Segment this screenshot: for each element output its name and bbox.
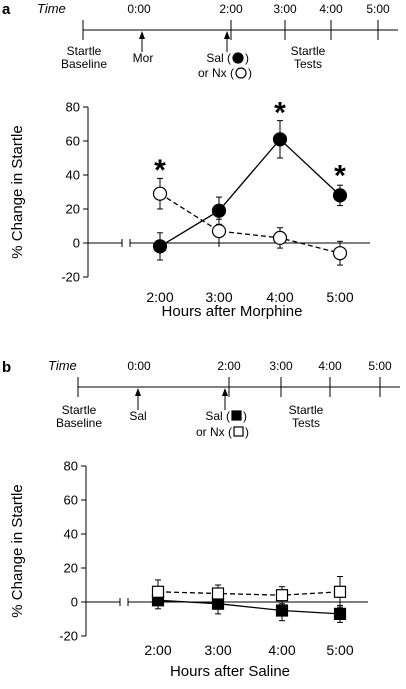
data-point-filled-square (333, 607, 347, 621)
panel-b-tests-label: Tests (292, 416, 320, 430)
panel-a-label: a (2, 1, 11, 18)
panel-a-tick-label: 4:00 (319, 2, 343, 16)
y-tick-label: -20 (61, 270, 80, 285)
y-tick-label: 60 (66, 134, 80, 149)
panel-b-time-word: Time (48, 358, 77, 373)
panel-b-injection2-label: or Nx ( (196, 425, 232, 439)
panel-a-mor-arrowhead (139, 31, 145, 39)
open-square-symbol (233, 426, 244, 437)
data-point-filled-circle (332, 188, 348, 203)
x-tick-label: 2:00 (146, 289, 173, 305)
panel-a-injection1-label: Mor (133, 51, 154, 65)
y-tick-label: 0 (73, 236, 80, 251)
panel-a-injection2-label: or Nx ( (198, 66, 234, 80)
panel-b-chart: -20 0 20 40 60 80 2:00 3:00 4:00 5:00 Hours after … (9, 459, 368, 680)
significance-star: * (334, 159, 346, 192)
panel-a-time-word: Time (37, 1, 66, 16)
panel-b-tick-label: 2:00 (217, 359, 241, 373)
x-tick-label: 4:00 (268, 642, 295, 658)
x-tick-label: 3:00 (204, 642, 231, 658)
panel-b-sal-arrowhead (135, 388, 141, 396)
panel-b-baseline-label: Startle (62, 403, 97, 417)
panel-a-injection2-label: Sal ( (206, 51, 231, 65)
y-tick-label: 20 (64, 561, 78, 576)
x-tick-label: 2:00 (144, 642, 171, 658)
panel-a-sal-arrowhead (224, 31, 230, 39)
data-point-open-square (151, 585, 165, 598)
data-point-open-square (333, 585, 347, 598)
x-tick-label: 5:00 (326, 642, 353, 658)
y-axis-label: % Change in Startle (9, 484, 26, 617)
x-axis-label: Hours after Morphine (162, 303, 303, 320)
panel-b-tick-label: 4:00 (318, 359, 342, 373)
series-line (159, 138, 341, 247)
panel-b-sal2-arrowhead (222, 388, 228, 396)
series-line (157, 599, 341, 615)
panel-b-baseline-label: Baseline (56, 416, 102, 430)
open-circle-symbol (235, 67, 247, 79)
y-tick-label: 60 (64, 493, 78, 508)
y-tick-label: -20 (59, 629, 78, 644)
filled-circle-symbol (232, 52, 244, 64)
panel-a-baseline-label: Startle (67, 44, 102, 58)
y-tick-label: 40 (66, 168, 80, 183)
data-point-open-circle (152, 186, 168, 201)
data-point-open-circle (332, 246, 348, 261)
panel-b-injection2-label: ) (243, 409, 247, 423)
panel-b-injection2-label: Sal ( (205, 409, 230, 423)
y-tick-label: 0 (71, 595, 78, 610)
significance-star: * (154, 154, 166, 187)
x-axis-label: Hours after Saline (170, 663, 290, 680)
data-point-filled-circle (152, 239, 168, 254)
y-tick-label: 80 (66, 100, 80, 115)
panel-b-label: b (2, 359, 11, 376)
data-point-open-square (211, 587, 225, 600)
panel-b-tick-label: 3:00 (269, 359, 293, 373)
panel-a-tick-label: 3:00 (273, 2, 297, 16)
panel-a-chart: -20 0 20 40 60 80 2:00 3:00 4:00 5:00 Hours after … (9, 96, 370, 320)
y-axis-label: % Change in Startle (9, 125, 26, 258)
y-tick-label: 80 (64, 459, 78, 474)
panel-a-tests-label: Tests (294, 57, 322, 71)
y-tick-label: 40 (64, 527, 78, 542)
panel-b-injection2-label: ) (245, 425, 249, 439)
data-point-filled-circle (211, 203, 227, 218)
significance-star: * (274, 96, 286, 129)
panel-b-tick-label: 5:00 (368, 359, 392, 373)
panel-a-injection2-label: ) (245, 51, 249, 65)
x-tick-label: 4:00 (266, 289, 293, 305)
filled-square-symbol (231, 410, 242, 421)
panel-a-tick-label: 2:00 (219, 2, 243, 16)
series-line (159, 193, 341, 254)
data-point-open-square (275, 589, 289, 602)
panel-b-tests-label: Startle (289, 403, 324, 417)
y-tick-label: 20 (66, 202, 80, 217)
x-tick-label: 5:00 (326, 289, 353, 305)
panel-a-tick-label: 5:00 (366, 2, 390, 16)
panel-a-baseline-label: Baseline (61, 57, 107, 71)
data-point-filled-square (275, 604, 289, 617)
panel-a-injection2-label: ) (248, 66, 252, 80)
data-point-filled-square (211, 597, 225, 610)
data-point-open-circle (272, 230, 288, 245)
data-point-filled-circle (272, 132, 288, 147)
data-point-open-circle (211, 224, 227, 239)
panel-b-injection1-label: Sal (129, 409, 146, 423)
panel-a-tick-label: 0:00 (127, 2, 151, 16)
x-tick-label: 3:00 (205, 289, 232, 305)
panel-b-tick-label: 0:00 (127, 359, 151, 373)
panel-a-tests-label: Startle (291, 44, 326, 58)
series-line (157, 591, 341, 596)
